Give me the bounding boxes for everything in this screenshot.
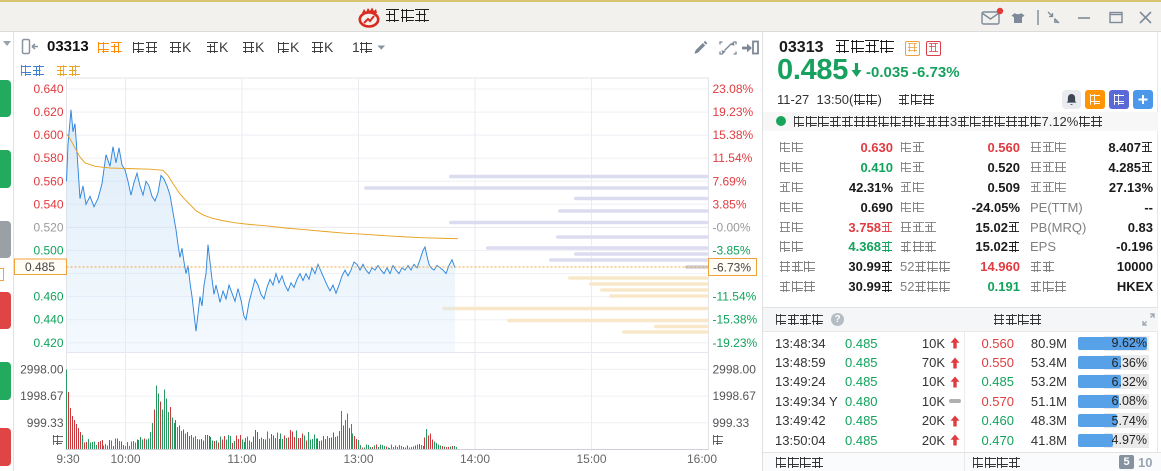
svg-text:0.580: 0.580 [33, 151, 63, 165]
svg-text:-3.85%: -3.85% [713, 244, 751, 258]
svg-text:2998.00: 2998.00 [20, 362, 64, 376]
svg-text:0.440: 0.440 [33, 313, 63, 327]
svg-text:0.600: 0.600 [33, 128, 63, 142]
svg-text:-6.73%: -6.73% [713, 261, 751, 275]
svg-text:19.23%: 19.23% [713, 105, 754, 119]
svg-text:0.500: 0.500 [33, 244, 63, 258]
svg-text:0.620: 0.620 [33, 105, 63, 119]
svg-text:16:00: 16:00 [687, 452, 717, 466]
svg-text:0.420: 0.420 [33, 336, 63, 350]
svg-text:1998.67: 1998.67 [713, 389, 757, 403]
svg-text:0.520: 0.520 [33, 220, 63, 234]
svg-text:13:00: 13:00 [343, 452, 373, 466]
svg-text:0.460: 0.460 [33, 290, 63, 304]
svg-text:15:00: 15:00 [576, 452, 606, 466]
svg-text:0.640: 0.640 [33, 82, 63, 96]
svg-text:-15.38%: -15.38% [713, 313, 758, 327]
svg-text:999.33: 999.33 [713, 416, 750, 430]
svg-text:-0.00%: -0.00% [713, 220, 751, 234]
svg-text:1998.67: 1998.67 [20, 389, 64, 403]
svg-text:11:00: 11:00 [227, 452, 256, 466]
svg-text:0.485: 0.485 [25, 260, 55, 274]
svg-text:11.54%: 11.54% [713, 151, 753, 165]
svg-text:9:30: 9:30 [56, 452, 80, 466]
svg-text:3.85%: 3.85% [713, 197, 747, 211]
svg-text:14:00: 14:00 [460, 452, 490, 466]
svg-text:999.33: 999.33 [27, 416, 64, 430]
svg-text:0.540: 0.540 [33, 197, 63, 211]
svg-text:10:00: 10:00 [110, 452, 140, 466]
svg-text:23.08%: 23.08% [713, 82, 754, 96]
svg-text:-11.54%: -11.54% [713, 290, 757, 304]
svg-text:-19.23%: -19.23% [713, 336, 758, 350]
svg-text:15.38%: 15.38% [713, 128, 754, 142]
svg-text:7.69%: 7.69% [713, 174, 747, 188]
svg-text:0.560: 0.560 [33, 174, 63, 188]
svg-text:2998.00: 2998.00 [713, 362, 757, 376]
